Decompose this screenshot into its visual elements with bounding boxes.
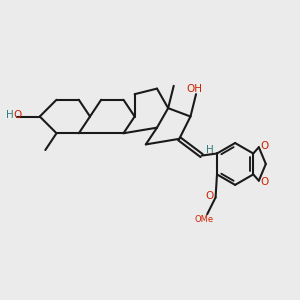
Text: O: O xyxy=(13,110,22,120)
Text: O: O xyxy=(205,191,214,201)
Text: H: H xyxy=(6,110,14,120)
Text: O: O xyxy=(261,177,269,187)
Text: O: O xyxy=(261,141,269,151)
Text: H: H xyxy=(206,145,213,155)
Text: OMe: OMe xyxy=(195,215,214,224)
Text: OH: OH xyxy=(187,84,203,94)
